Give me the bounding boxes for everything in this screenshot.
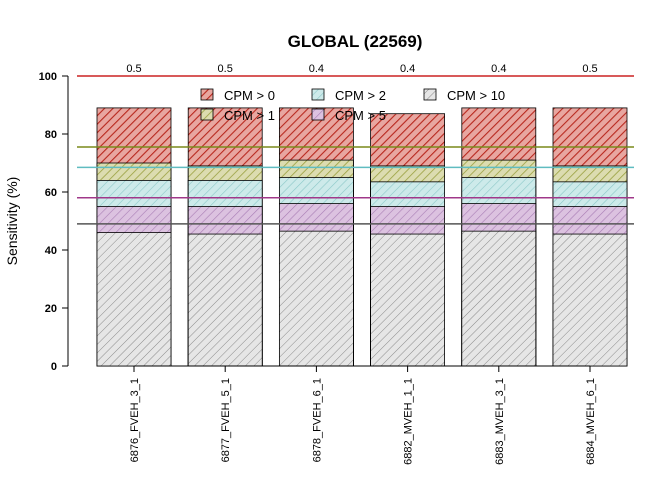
bar-cpm-10-6883-mveh-3-1 [461, 230, 537, 367]
legend-swatch [200, 88, 214, 101]
bar-group-6884-mveh-6-1: 6884_MVEH_6_1 0.5 [552, 63, 628, 465]
bar-group-6877-fveh-5-1: 6877_FVEH_5_1 0.5 [187, 63, 263, 462]
legend-label: CPM > 5 [335, 108, 386, 123]
top-label: 0.5 [126, 63, 141, 75]
bar-cpm-10-6882-mveh-1-1 [370, 233, 446, 367]
y-tick-label: 20 [45, 303, 57, 315]
legend-item-cpm-10: CPM > 10 [423, 88, 505, 103]
legend-swatch [423, 88, 437, 101]
bar-cpm-10-6877-fveh-5-1 [187, 233, 263, 367]
legend-swatch [311, 108, 325, 121]
bar-cpm-10-6884-mveh-6-1 [552, 233, 628, 367]
top-label: 0.4 [400, 63, 415, 75]
y-tick-label: 100 [39, 71, 57, 83]
top-label: 0.5 [218, 63, 233, 75]
x-tick-label: 6884_MVEH_6_1 [585, 378, 597, 465]
legend-item-cpm-1: CPM > 1 [200, 108, 275, 123]
x-tick-label: 6878_FVEH_6_1 [311, 378, 323, 462]
bar-group-6882-mveh-1-1: 6882_MVEH_1_1 0.4 [370, 63, 446, 465]
legend-label: CPM > 10 [447, 88, 505, 103]
y-axis-label: Sensitivity (%) [4, 177, 20, 266]
legend-swatch [200, 108, 214, 121]
x-tick-label: 6877_FVEH_5_1 [220, 378, 232, 462]
top-label: 0.5 [582, 63, 597, 75]
chart-title: GLOBAL (22569) [288, 32, 423, 51]
bar-group-6878-fveh-6-1: 6878_FVEH_6_1 0.4 [278, 63, 354, 462]
legend-label: CPM > 0 [224, 88, 275, 103]
legend-swatch [311, 88, 325, 101]
legend-item-cpm-0: CPM > 0 [200, 88, 275, 103]
y-tick-label: 60 [45, 187, 57, 199]
x-tick-label: 6883_MVEH_3_1 [494, 378, 506, 465]
bar-group-6876-fveh-3-1: 6876_FVEH_3_1 0.5 [96, 63, 172, 462]
y-tick-label: 40 [45, 245, 57, 257]
y-tick-label: 0 [51, 361, 57, 373]
top-label: 0.4 [491, 63, 506, 75]
bar-cpm-10-6878-fveh-6-1 [278, 230, 354, 367]
x-tick-label: 6882_MVEH_1_1 [403, 378, 415, 465]
top-label: 0.4 [309, 63, 324, 75]
legend-label: CPM > 2 [335, 88, 386, 103]
legend-item-cpm-2: CPM > 2 [311, 88, 386, 103]
y-tick-label: 80 [45, 129, 57, 141]
bar-cpm-10-6876-fveh-3-1 [96, 232, 172, 367]
legend-label: CPM > 1 [224, 108, 275, 123]
bar-group-6883-mveh-3-1: 6883_MVEH_3_1 0.4 [461, 63, 537, 465]
x-tick-label: 6876_FVEH_3_1 [129, 378, 141, 462]
legend-item-cpm-5: CPM > 5 [311, 108, 386, 123]
